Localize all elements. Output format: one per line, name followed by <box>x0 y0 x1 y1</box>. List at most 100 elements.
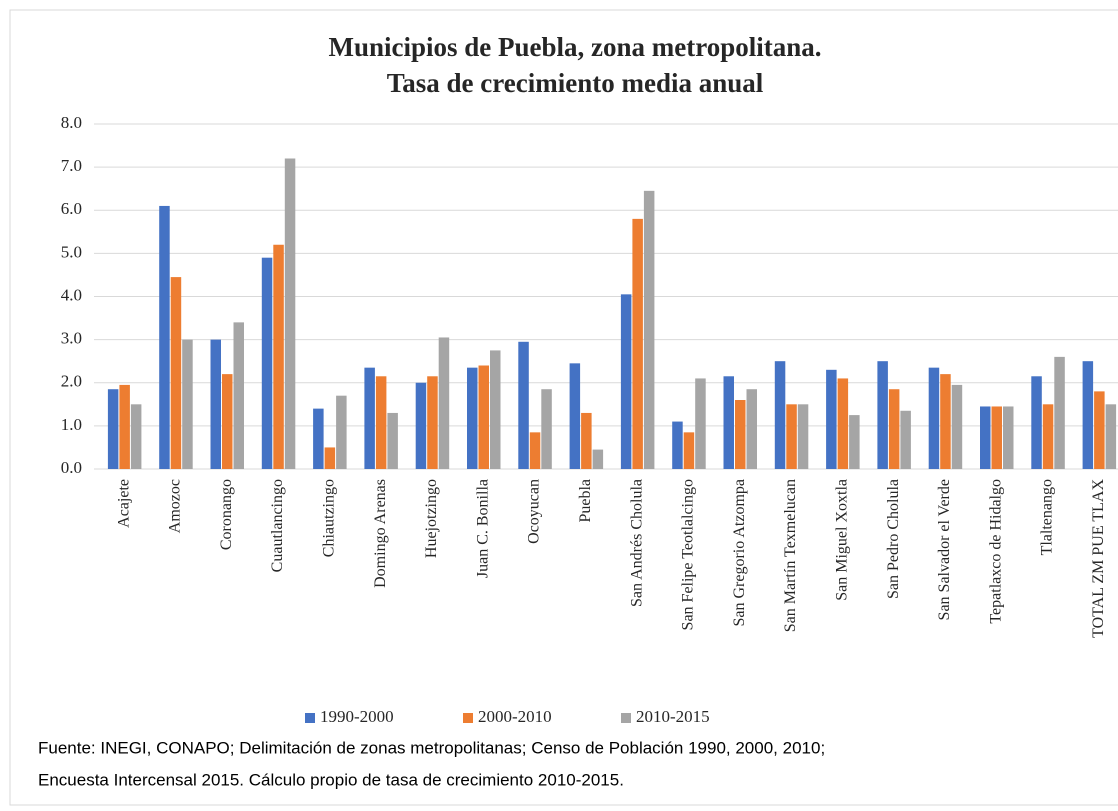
bar <box>438 337 450 469</box>
bar <box>581 412 592 469</box>
bar <box>683 432 695 469</box>
x-tick-label: San Pedro Cholula <box>885 479 902 599</box>
x-tick-label: Tepatlaxco de Hidalgo <box>987 479 1004 624</box>
x-tick-label: Chiautzingo <box>321 479 338 557</box>
y-tick-label: 3.0 <box>61 329 82 348</box>
bar <box>991 406 1002 469</box>
bar <box>592 449 604 469</box>
bar <box>797 404 809 469</box>
bar <box>723 376 734 469</box>
y-tick-label: 1.0 <box>61 415 82 434</box>
bar <box>643 190 655 469</box>
bar <box>490 350 501 469</box>
bar <box>900 410 911 469</box>
bar <box>928 367 940 469</box>
x-tick-label: Domingo Arenas <box>372 479 389 588</box>
y-tick-label: 7.0 <box>61 156 82 175</box>
x-tick-label: Acajete <box>115 479 132 528</box>
bar <box>1094 391 1105 469</box>
x-tick-label: Huejotzingo <box>423 479 440 558</box>
bar <box>1082 361 1094 469</box>
x-tick-label: San Gregorio Atzompa <box>731 479 748 627</box>
bar <box>774 361 786 469</box>
bar <box>313 408 324 469</box>
y-tick-label: 4.0 <box>61 285 82 304</box>
x-tick-label: Juan C. Bonilla <box>474 479 491 578</box>
bar <box>1042 404 1054 469</box>
bar <box>222 374 233 469</box>
bar <box>130 404 142 469</box>
bar <box>746 389 757 469</box>
x-tick-label: TOTAL ZM PUE TLAX <box>1090 479 1107 638</box>
legend-swatch <box>305 713 315 723</box>
x-tick-label: Cuautlancingo <box>269 479 286 572</box>
bar <box>980 406 991 469</box>
legend-label: 1990-2000 <box>320 707 394 726</box>
bar <box>336 395 347 469</box>
chart-title: Municipios de Puebla, zona metropolitana… <box>328 32 821 62</box>
bar <box>415 382 427 469</box>
bar <box>695 378 706 469</box>
bar <box>119 384 130 469</box>
x-tick-label: Coronango <box>218 479 235 550</box>
x-tick-label: San Salvador el Verde <box>936 479 953 620</box>
bar <box>478 365 489 469</box>
legend-label: 2010-2015 <box>636 707 710 726</box>
bar <box>159 205 170 469</box>
y-tick-label: 5.0 <box>61 242 82 261</box>
bar <box>324 447 336 469</box>
bar <box>284 158 296 469</box>
bar <box>518 341 529 469</box>
source-note: Fuente: INEGI, CONAPO; Delimitación de z… <box>38 738 825 757</box>
x-tick-label: Amozoc <box>167 479 184 533</box>
bar <box>940 374 951 469</box>
bar <box>467 367 478 469</box>
bar <box>273 244 284 469</box>
bar <box>951 384 963 469</box>
bar <box>170 277 182 469</box>
y-tick-label: 8.0 <box>61 113 82 132</box>
bar <box>1031 376 1042 469</box>
bar <box>735 400 746 469</box>
bar <box>837 378 849 469</box>
x-tick-label: San Martín Texmelucan <box>782 479 799 632</box>
legend-label: 2000-2010 <box>478 707 552 726</box>
x-tick-label: San Andrés Cholula <box>628 479 645 607</box>
bar <box>182 339 193 469</box>
bar <box>1054 356 1065 469</box>
x-tick-label: Tlaltenango <box>1039 479 1056 555</box>
bar <box>1105 404 1117 469</box>
bar <box>427 376 438 469</box>
chart-title: Tasa de crecimiento media anual <box>387 68 764 98</box>
bar <box>826 369 837 469</box>
bar <box>849 415 860 469</box>
x-tick-label: San Felipe Teotlalcingo <box>680 479 697 630</box>
x-tick-label: Puebla <box>577 479 594 523</box>
bar <box>387 412 398 469</box>
bar <box>1003 406 1014 469</box>
bar <box>364 367 375 469</box>
bar <box>233 322 244 469</box>
y-tick-label: 0.0 <box>61 458 82 477</box>
bar <box>210 339 221 469</box>
bar <box>786 404 797 469</box>
bar <box>569 363 581 469</box>
bar <box>529 432 541 469</box>
bar <box>672 421 683 469</box>
bar <box>541 389 552 469</box>
legend-swatch <box>621 713 631 723</box>
y-tick-label: 2.0 <box>61 372 82 391</box>
y-tick-label: 6.0 <box>61 199 82 218</box>
bar <box>877 361 888 469</box>
bar <box>888 389 900 469</box>
bar <box>632 218 643 469</box>
x-tick-label: Ocoyucan <box>526 479 543 544</box>
bar <box>620 294 632 469</box>
legend-swatch <box>463 713 473 723</box>
source-note: Encuesta Intercensal 2015. Cálculo propi… <box>38 770 624 789</box>
bar <box>375 376 387 469</box>
x-tick-label: San Miguel Xoxtla <box>834 479 851 601</box>
bar <box>261 257 273 469</box>
bar <box>107 389 119 469</box>
